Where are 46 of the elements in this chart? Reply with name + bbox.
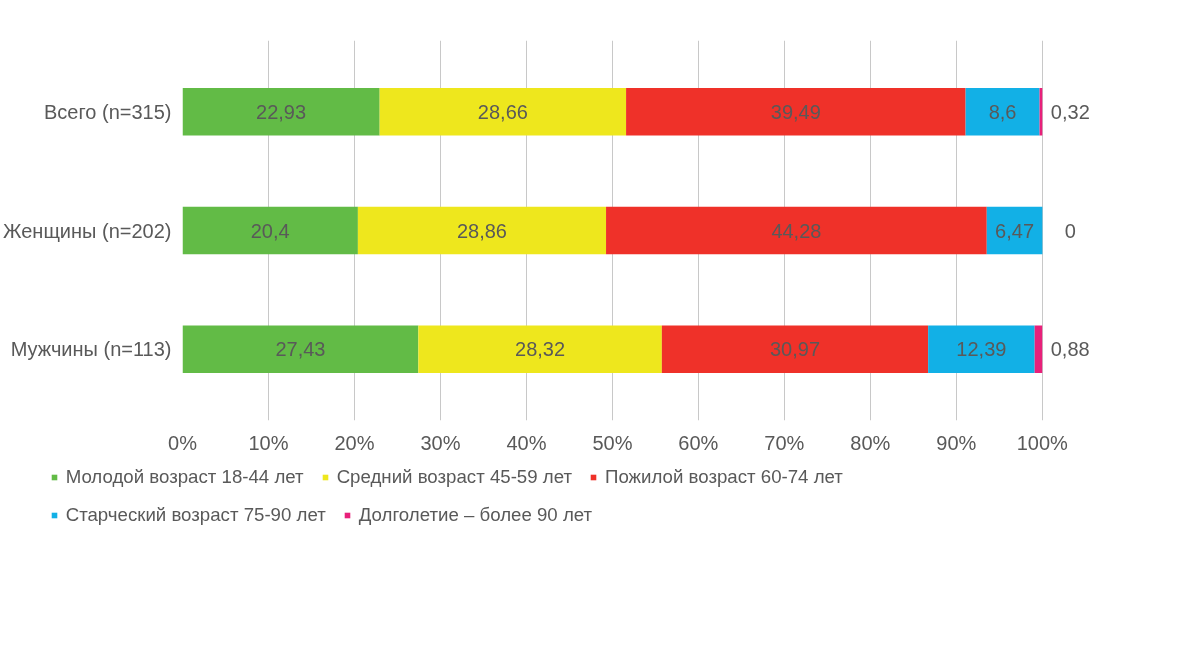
legend-label: Долголетие – более 90 лет	[358, 504, 593, 526]
bar	[182, 206, 358, 255]
data-label: 27,43	[275, 338, 326, 361]
data-label: 8,6	[988, 100, 1017, 123]
bar	[357, 206, 607, 255]
bar	[626, 88, 966, 136]
y-tick-label: Всего (n=315)	[44, 100, 172, 123]
data-label: 6,47	[995, 219, 1035, 242]
x-tick-label: 50%	[592, 431, 633, 454]
x-tick-label: 90%	[936, 431, 977, 454]
bar	[182, 88, 380, 136]
x-tick-label: 10%	[248, 431, 289, 454]
x-tick-label: 100%	[1016, 431, 1069, 454]
data-label: 28,86	[456, 219, 508, 242]
legend-label: Пожилой возраст 60-74 лет	[604, 466, 843, 488]
data-label: 12,39	[956, 338, 1007, 361]
data-label: 0,88	[1050, 338, 1090, 361]
y-tick-label: Женщины (n=202)	[3, 219, 172, 242]
x-tick-label: 80%	[850, 431, 891, 454]
data-label: 30,97	[769, 338, 821, 361]
x-tick-label: 60%	[678, 431, 719, 454]
data-label: 28,66	[477, 100, 528, 123]
x-tick-label: 20%	[334, 431, 375, 454]
legend-label: Молодой возраст 18-44 лет	[65, 466, 304, 488]
x-tick-label: 40%	[506, 431, 547, 454]
x-tick-label: 70%	[764, 431, 805, 454]
data-label: 20,4	[250, 219, 290, 242]
bar	[379, 88, 627, 136]
data-label: 39,49	[770, 100, 821, 123]
x-tick-label: 30%	[420, 431, 461, 454]
data-label: 22,93	[256, 100, 307, 123]
data-label: 0	[1064, 219, 1076, 242]
data-label: 44,28	[771, 219, 822, 242]
legend-label: Старческий возраст 75-90 лет	[65, 504, 326, 526]
data-label: 0,32	[1050, 100, 1090, 123]
y-tick-label: Мужчины (n=113)	[10, 338, 172, 361]
bar	[661, 325, 929, 373]
legend-label: Средний возраст 45-59 лет	[336, 466, 572, 488]
bar	[418, 325, 662, 373]
bar	[965, 88, 1040, 136]
bar	[606, 206, 987, 255]
data-label: 28,32	[515, 338, 566, 361]
bar	[928, 325, 1035, 373]
bar	[1034, 325, 1043, 373]
x-tick-label: 0%	[168, 431, 198, 454]
bar	[182, 325, 419, 373]
